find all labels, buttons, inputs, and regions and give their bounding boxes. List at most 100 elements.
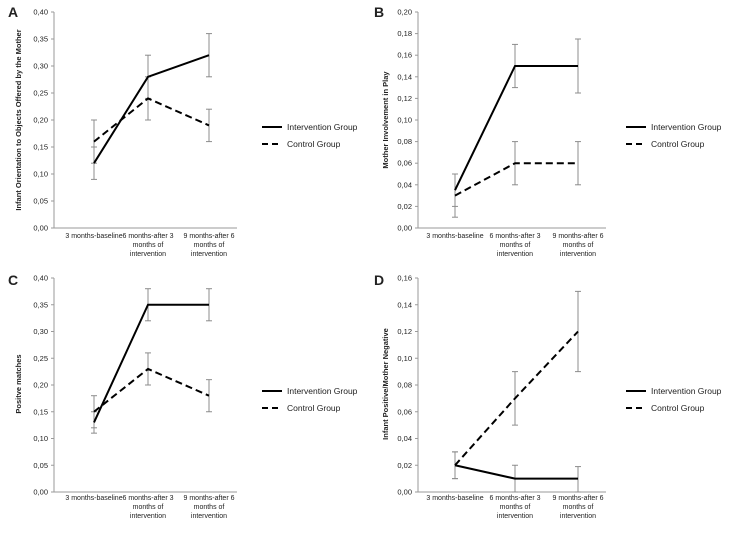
legend: Intervention Group Control Group xyxy=(626,386,722,413)
y-axis-label: Mother Involvement in Play xyxy=(381,71,390,169)
y-tick-label: 0,05 xyxy=(33,197,48,206)
y-tick-label: 0,02 xyxy=(397,202,412,211)
legend-label-control: Control Group xyxy=(287,139,341,149)
y-tick-label: 0,18 xyxy=(397,29,412,38)
y-tick-label: 0,04 xyxy=(397,434,412,443)
x-category-line: months of xyxy=(133,242,164,249)
x-category-line: intervention xyxy=(560,513,596,520)
panel-letter: B xyxy=(374,4,384,20)
x-category-label: 6 months-after 3 months of intervention xyxy=(123,233,174,258)
y-tick-label: 0,00 xyxy=(397,488,412,497)
series-line-intervention xyxy=(454,65,578,191)
y-tick-label: 0,06 xyxy=(397,407,412,416)
y-axis-label: Infant Positive/Mother Negative xyxy=(381,328,390,440)
series-line-control xyxy=(454,162,578,197)
y-tick-label: 0,00 xyxy=(397,224,412,233)
y-tick-label: 0,30 xyxy=(33,62,48,71)
y-tick-label: 0,12 xyxy=(397,94,412,103)
legend-label-intervention: Intervention Group xyxy=(651,386,722,396)
y-tick-label: 0,08 xyxy=(397,137,412,146)
x-category-line: 9 months-after 6 xyxy=(553,233,604,240)
y-tick-label: 0,06 xyxy=(397,159,412,168)
y-axis-label: Infant Orientation to Objects Offered by… xyxy=(14,29,23,210)
y-tick-label: 0,08 xyxy=(397,381,412,390)
series-line-control xyxy=(93,367,210,413)
panel-letter: D xyxy=(374,272,384,288)
x-category-line: 3 months-baseline xyxy=(65,233,122,240)
y-tick-label: 0,15 xyxy=(33,407,48,416)
x-category-label: 9 months-after 6 months of intervention xyxy=(553,233,604,258)
x-category-line: 9 months-after 6 xyxy=(184,233,235,240)
y-tick-label: 0,00 xyxy=(33,224,48,233)
y-tick-label: 0,05 xyxy=(33,461,48,470)
y-tick-label: 0,35 xyxy=(33,35,48,44)
x-category-line: months of xyxy=(563,242,594,249)
panel-letter: A xyxy=(8,4,18,20)
x-category-line: 3 months-baseline xyxy=(65,495,122,502)
chart-panel-b: B 0,00 0,02 0,04 0,06 0,08 0,10 0,12 0,14 0,16 0,1… xyxy=(374,4,722,258)
x-category-label: 6 months-after 3 months of intervention xyxy=(123,495,174,520)
x-category-line: 9 months-after 6 xyxy=(184,495,235,502)
y-tick-label: 0,14 xyxy=(397,300,412,309)
legend-label-intervention: Intervention Group xyxy=(651,122,722,132)
x-category-line: 3 months-baseline xyxy=(426,495,483,502)
y-tick-label: 0,12 xyxy=(397,327,412,336)
legend: Intervention Group Control Group xyxy=(262,386,358,413)
x-category-line: intervention xyxy=(191,513,227,520)
y-tick-label: 0,10 xyxy=(33,170,48,179)
x-category-label: 6 months-after 3 months of intervention xyxy=(490,495,541,520)
y-tick-label: 0,10 xyxy=(397,354,412,363)
x-category-label: 3 months-baseline xyxy=(426,233,483,240)
y-tick-label: 0,10 xyxy=(397,116,412,125)
y-tick-label: 0,35 xyxy=(33,300,48,309)
chart-panel-d: D 0,00 0,02 0,04 0,06 0,08 0,10 0,12 0,14 0,16 Inf… xyxy=(374,272,722,520)
y-tick-label: 0,25 xyxy=(33,354,48,363)
x-category-line: months of xyxy=(563,504,594,511)
legend-label-control: Control Group xyxy=(287,403,341,413)
y-tick-label: 0,30 xyxy=(33,327,48,336)
x-category-line: 6 months-after 3 xyxy=(490,495,541,502)
x-category-label: 6 months-after 3 months of intervention xyxy=(490,233,541,258)
legend-label-control: Control Group xyxy=(651,139,705,149)
chart-panel-c: C 0,00 0,05 0,10 0,15 0,20 0,25 0,30 0,35 0,40 Pos… xyxy=(8,272,358,520)
x-category-line: 6 months-after 3 xyxy=(123,233,174,240)
x-category-line: months of xyxy=(133,504,164,511)
x-category-line: intervention xyxy=(497,513,533,520)
x-category-label: 3 months-baseline xyxy=(426,495,483,502)
y-tick-label: 0,40 xyxy=(33,274,48,283)
series-line-control xyxy=(454,330,579,466)
y-tick-label: 0,10 xyxy=(33,434,48,443)
y-tick-label: 0,20 xyxy=(33,381,48,390)
x-category-label: 9 months-after 6 months of intervention xyxy=(184,495,235,520)
x-category-line: intervention xyxy=(560,251,596,258)
x-category-label: 9 months-after 6 months of intervention xyxy=(553,495,604,520)
y-axis-label: Positve matches xyxy=(14,354,23,413)
y-tick-label: 0,15 xyxy=(33,143,48,152)
panel-letter: C xyxy=(8,272,18,288)
series-line-control xyxy=(93,97,210,143)
y-tick-label: 0,14 xyxy=(397,72,412,81)
chart-panel-a: A 0,00 0,05 0,10 0,15 0,20 0,25 0,30 0,35 0,40 Inf… xyxy=(8,4,358,258)
series-line-intervention xyxy=(93,303,209,423)
series-line-intervention xyxy=(93,54,210,164)
y-tick-label: 0,20 xyxy=(397,8,412,17)
legend: Intervention Group Control Group xyxy=(262,122,358,149)
legend-label-intervention: Intervention Group xyxy=(287,386,358,396)
x-category-label: 3 months-baseline xyxy=(65,233,122,240)
x-category-line: 6 months-after 3 xyxy=(490,233,541,240)
x-category-line: months of xyxy=(194,504,225,511)
x-category-line: months of xyxy=(194,242,225,249)
x-category-line: 3 months-baseline xyxy=(426,233,483,240)
x-category-line: intervention xyxy=(191,251,227,258)
x-category-line: 9 months-after 6 xyxy=(553,495,604,502)
y-tick-label: 0,40 xyxy=(33,8,48,17)
x-category-line: intervention xyxy=(130,251,166,258)
x-category-line: months of xyxy=(500,242,531,249)
x-category-line: 6 months-after 3 xyxy=(123,495,174,502)
y-tick-label: 0,02 xyxy=(397,461,412,470)
x-category-line: intervention xyxy=(497,251,533,258)
y-tick-label: 0,25 xyxy=(33,89,48,98)
x-category-label: 9 months-after 6 months of intervention xyxy=(184,233,235,258)
y-tick-label: 0,20 xyxy=(33,116,48,125)
